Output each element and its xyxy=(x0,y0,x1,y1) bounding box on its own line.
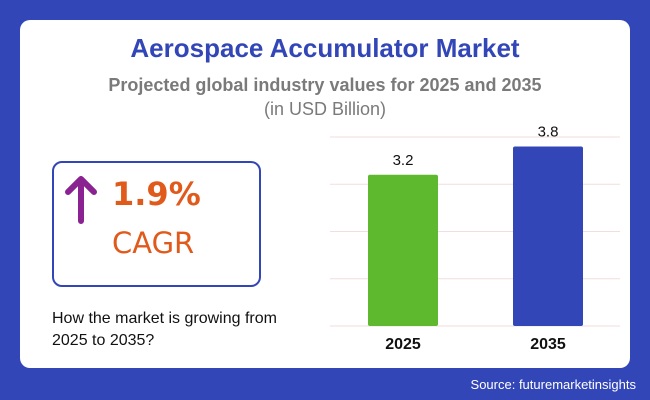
unit-label: (in USD Billion) xyxy=(263,99,387,119)
data-label: 3.2 xyxy=(393,152,414,169)
cagr-label: CAGR xyxy=(112,226,195,260)
question-text: How the market is growing from 2025 to 2… xyxy=(52,310,277,349)
x-tick-label: 2025 xyxy=(385,336,421,353)
cagr-box xyxy=(52,161,261,287)
bar-2025 xyxy=(368,174,438,326)
subtitle: Projected global industry values for 202… xyxy=(108,75,542,95)
source-text: Source: futuremarketinsights xyxy=(470,377,636,392)
data-label: 3.8 xyxy=(538,123,559,140)
cagr-value: 1.9% xyxy=(112,175,201,213)
arrow-up-icon xyxy=(65,176,97,224)
bar-2035 xyxy=(513,146,583,326)
page-title: Aerospace Accumulator Market xyxy=(130,33,520,63)
x-tick-label: 2035 xyxy=(530,336,566,353)
